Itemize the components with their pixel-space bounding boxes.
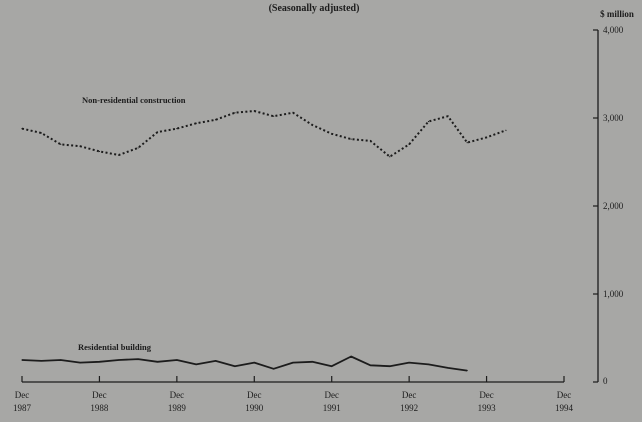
- non-residential-point: [505, 129, 507, 131]
- residential-point: [253, 362, 255, 364]
- x-tick-month: Dec: [479, 390, 494, 400]
- residential-point: [350, 355, 352, 358]
- non-residential-point: [253, 110, 255, 112]
- residential-point: [176, 359, 178, 361]
- non-residential-point: [369, 140, 372, 142]
- residential-point: [427, 363, 430, 365]
- y-tick-label: 4,000: [603, 25, 624, 35]
- non-residential-point: [79, 145, 81, 147]
- non-residential-point: [485, 136, 488, 138]
- non-residential-point: [118, 154, 120, 156]
- non-residential-point: [408, 143, 410, 145]
- x-tick-month: Dec: [557, 390, 572, 400]
- non-residential-point: [350, 138, 352, 140]
- x-tick-month: Dec: [15, 390, 30, 400]
- residential-point: [466, 369, 468, 372]
- x-tick-month: Dec: [402, 390, 417, 400]
- y-tick-label: 2,000: [603, 201, 624, 211]
- non-residential-point: [292, 112, 294, 114]
- y-tick-label: 3,000: [603, 113, 624, 123]
- residential-point: [137, 358, 139, 360]
- non-residential-point: [98, 150, 101, 153]
- series-label-residential: Residential building: [78, 342, 152, 352]
- residential-series-line: [21, 355, 468, 372]
- y-ticks: 0 1,000 2,000 3,000 4,000: [593, 25, 624, 386]
- series-label-non-residential: Non-residential construction: [82, 95, 186, 105]
- residential-point: [389, 365, 391, 367]
- unit-label: $ million: [600, 9, 634, 19]
- non-residential-point: [427, 120, 430, 123]
- y-tick-label: 1,000: [603, 289, 624, 299]
- residential-point: [408, 362, 410, 364]
- non-residential-point: [389, 156, 391, 158]
- non-residential-point: [331, 133, 333, 135]
- non-residential-point: [60, 143, 62, 145]
- x-tick-year: 1987: [13, 403, 32, 413]
- x-tick-year: 1988: [90, 403, 109, 413]
- non-residential-point: [214, 119, 217, 121]
- x-tick-year: 1992: [400, 403, 418, 413]
- residential-point: [21, 359, 23, 361]
- residential-point: [79, 362, 81, 364]
- residential-point: [331, 365, 333, 367]
- non-residential-point: [447, 115, 449, 117]
- non-residential-point: [40, 132, 42, 134]
- non-residential-point: [466, 142, 468, 144]
- residential-point: [311, 361, 313, 363]
- non-residential-point: [137, 147, 139, 149]
- residential-point: [369, 364, 372, 366]
- series-layer: [21, 110, 507, 372]
- x-tick-year: 1994: [555, 403, 574, 413]
- residential-point: [292, 362, 294, 364]
- residential-point: [156, 361, 159, 363]
- residential-point: [40, 360, 42, 362]
- non-residential-series-line: [21, 110, 507, 158]
- residential-point: [60, 359, 62, 361]
- residential-point: [273, 368, 275, 370]
- residential-point: [98, 361, 101, 363]
- non-residential-point: [311, 124, 313, 126]
- residential-point: [195, 363, 197, 365]
- non-residential-point: [234, 112, 236, 114]
- non-residential-point: [21, 127, 23, 130]
- non-residential-point: [176, 127, 178, 130]
- y-tick-label: 0: [603, 376, 608, 386]
- x-tick-year: 1993: [478, 403, 497, 413]
- residential-point: [234, 365, 236, 367]
- x-tick-year: 1990: [245, 403, 264, 413]
- x-ticks: Dec 1987 Dec 1988 Dec 1989 Dec 1990 Dec 1991 Dec 19…: [13, 376, 574, 413]
- x-tick-month: Dec: [324, 390, 339, 400]
- chart-subtitle: (Seasonally adjusted): [269, 3, 360, 14]
- residential-point: [118, 359, 120, 361]
- x-tick-year: 1991: [323, 403, 341, 413]
- x-tick-month: Dec: [92, 390, 107, 400]
- non-residential-point: [273, 115, 275, 117]
- non-residential-point: [156, 131, 159, 133]
- x-tick-month: Dec: [247, 390, 262, 400]
- x-tick-month: Dec: [170, 390, 185, 400]
- non-residential-point: [195, 122, 197, 124]
- residential-point: [214, 360, 217, 362]
- x-tick-year: 1989: [168, 403, 187, 413]
- residential-point: [447, 367, 449, 369]
